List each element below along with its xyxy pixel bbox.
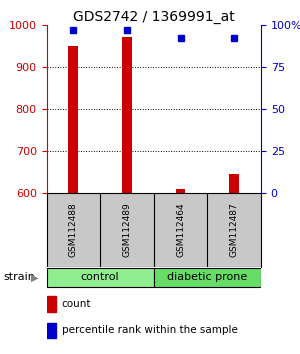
Text: GSM112489: GSM112489 xyxy=(122,203,131,257)
FancyBboxPatch shape xyxy=(46,268,154,287)
Bar xyxy=(176,189,185,193)
Text: GSM112488: GSM112488 xyxy=(69,203,78,257)
Bar xyxy=(46,296,56,312)
Title: GDS2742 / 1369991_at: GDS2742 / 1369991_at xyxy=(73,10,235,24)
Bar xyxy=(46,322,56,338)
Text: strain: strain xyxy=(3,273,35,282)
Text: GSM112487: GSM112487 xyxy=(230,203,239,257)
Text: ▶: ▶ xyxy=(31,273,38,282)
FancyBboxPatch shape xyxy=(154,268,261,287)
Text: diabetic prone: diabetic prone xyxy=(167,273,247,282)
Text: GSM112464: GSM112464 xyxy=(176,203,185,257)
Bar xyxy=(68,46,78,193)
Bar xyxy=(122,38,132,193)
Text: percentile rank within the sample: percentile rank within the sample xyxy=(61,325,237,335)
Text: count: count xyxy=(61,299,91,309)
Text: control: control xyxy=(81,273,119,282)
Bar xyxy=(230,174,239,193)
